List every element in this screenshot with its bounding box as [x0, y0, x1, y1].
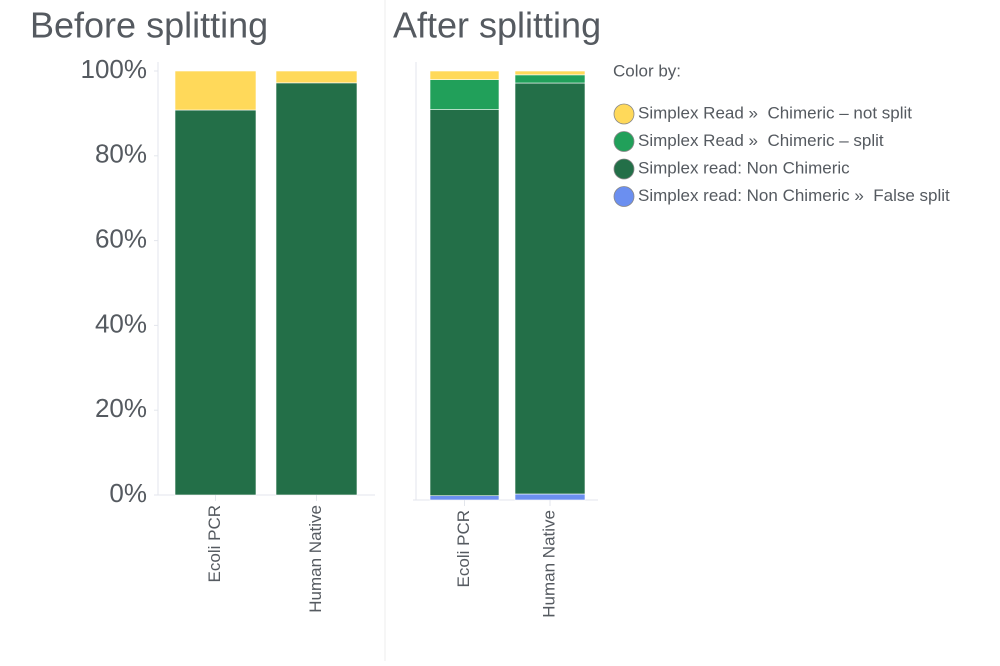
- x-tick-label: Human Native: [539, 510, 558, 618]
- x-tick-label: Ecoli PCR: [454, 510, 473, 587]
- y-tick-label: 0%: [109, 478, 147, 508]
- legend-label: Simplex read: Non Chimeric » False split: [638, 186, 950, 205]
- chart-title: Before splitting: [30, 5, 268, 46]
- bar-segment: [514, 493, 586, 501]
- legend-swatch: [613, 103, 635, 125]
- legend-swatch: [613, 186, 635, 207]
- y-tick-label: 60%: [95, 223, 147, 253]
- y-tick-label: 100%: [81, 54, 148, 84]
- y-tick-label: 40%: [95, 308, 147, 338]
- bar-segment: [429, 70, 500, 80]
- x-tick-label: Ecoli PCR: [205, 505, 224, 582]
- legend-swatch: [613, 131, 635, 152]
- bar-segment: [514, 74, 586, 84]
- legend-label: Simplex Read » Chimeric – not split: [638, 103, 912, 122]
- y-tick-label: 20%: [95, 393, 147, 423]
- y-tick-label: 80%: [95, 139, 147, 169]
- bar-segment: [514, 70, 586, 76]
- x-tick-label: Human Native: [306, 505, 325, 613]
- bar-segment: [275, 70, 358, 84]
- legend-label: Simplex Read » Chimeric – split: [638, 131, 884, 150]
- bar-segment: [429, 109, 500, 497]
- bar-segment: [429, 495, 500, 501]
- chart-title: After splitting: [393, 5, 601, 46]
- legend-swatch: [613, 158, 635, 180]
- legend-title: Color by:: [613, 61, 681, 80]
- bar-segment: [275, 82, 358, 496]
- legend-label: Simplex read: Non Chimeric: [638, 158, 850, 177]
- bar-segment: [429, 79, 500, 110]
- bar-segment: [174, 70, 257, 111]
- bar-segment: [514, 82, 586, 495]
- bar-segment: [174, 109, 257, 496]
